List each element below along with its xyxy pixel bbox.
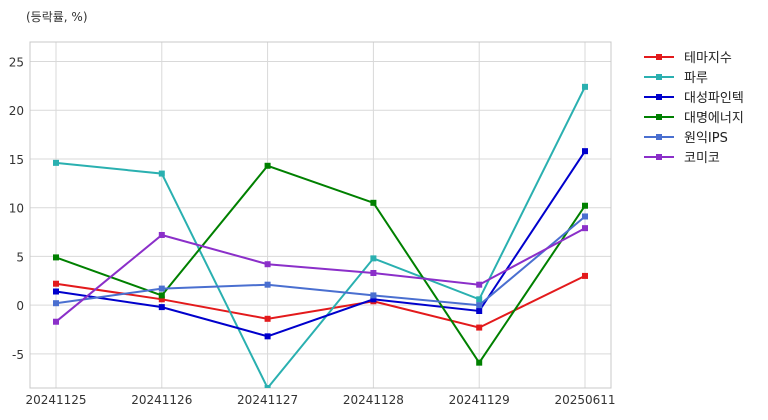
series-3-point: [53, 288, 59, 295]
series-5-point: [53, 300, 59, 307]
series-2-point: [476, 296, 483, 303]
series-line-1: [55, 275, 586, 329]
series-6-point: [264, 261, 271, 268]
series-2-point: [264, 385, 271, 388]
series-line-2: [55, 86, 586, 388]
series-6-point: [53, 318, 59, 325]
series-1-point: [582, 272, 588, 279]
y-tick-label: 20: [9, 104, 24, 118]
series-line-5: [55, 215, 586, 307]
legend-label: 코미코: [684, 151, 720, 166]
y-tick-label: 10: [9, 202, 24, 216]
legend-swatch-marker: [656, 94, 662, 100]
series-2-point: [582, 83, 588, 90]
x-tick-label: 20241127: [237, 393, 298, 407]
series-4-point: [582, 202, 588, 209]
series-1-point: [264, 315, 271, 322]
y-unit-label: (등락률, %): [26, 10, 88, 24]
series-2-point: [53, 159, 59, 166]
y-tick-label: 15: [9, 153, 24, 167]
y-tick-label: 25: [9, 55, 24, 69]
series-3-point: [370, 296, 377, 303]
legend-label: 대성파인텍: [684, 91, 744, 106]
series-3-point: [264, 333, 271, 340]
series-6-point: [158, 231, 165, 238]
legend-label: 원익IPS: [684, 131, 728, 146]
series-5-point: [476, 302, 483, 309]
series-4-point: [158, 292, 165, 299]
legend-swatch-marker: [656, 154, 662, 160]
series-5-point: [582, 213, 588, 220]
series-1-point: [158, 296, 165, 303]
series-line-3: [55, 150, 586, 338]
series-6-point: [476, 281, 483, 288]
plot-area-frame: [29, 41, 612, 389]
series-5-point: [158, 285, 165, 292]
series-4-point: [476, 359, 483, 366]
legend-label: 테마지수: [684, 51, 732, 66]
legend-label: 파루: [684, 71, 708, 86]
legend-swatch-marker: [656, 114, 662, 120]
series-4-point: [264, 162, 271, 169]
series-5-point: [264, 281, 271, 288]
series-4-point: [370, 199, 377, 206]
series-line-6: [55, 227, 586, 323]
series-1-point: [476, 324, 483, 331]
series-3-point: [476, 308, 483, 315]
series-6-point: [582, 225, 588, 232]
series-2-point: [158, 170, 165, 177]
series-4-point: [53, 254, 59, 261]
series-1-point: [53, 280, 59, 287]
y-tick-label: -5: [12, 348, 24, 362]
series-5-point: [370, 292, 377, 299]
series-2-point: [370, 255, 377, 262]
x-tick-label: 20250611: [554, 393, 615, 407]
legend-swatch-marker: [656, 74, 662, 80]
series-3-point: [158, 304, 165, 311]
x-tick-label: 20241126: [131, 393, 192, 407]
series-6-point: [370, 269, 377, 276]
x-tick-label: 20241129: [449, 393, 510, 407]
x-tick-label: 20241128: [343, 393, 404, 407]
series-3-point: [582, 148, 588, 155]
y-tick-label: 0: [16, 299, 24, 313]
series-line-4: [55, 164, 586, 365]
x-tick-label: 20241125: [25, 393, 86, 407]
legend-swatch-marker: [656, 134, 662, 140]
legend-label: 대명에너지: [684, 111, 744, 126]
legend-swatch-marker: [656, 54, 662, 60]
y-tick-label: 5: [16, 250, 24, 264]
